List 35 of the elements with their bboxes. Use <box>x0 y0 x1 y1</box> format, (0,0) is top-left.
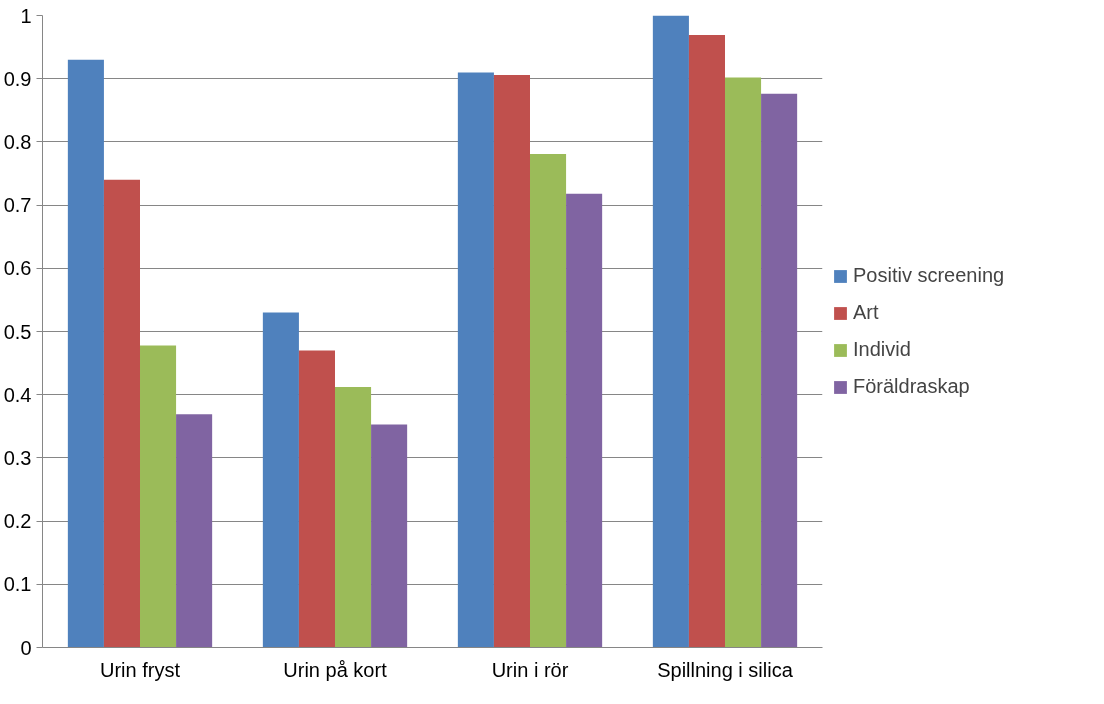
bar <box>67 59 104 648</box>
bar <box>371 424 408 648</box>
y-tick-label: 0.7 <box>3 194 32 217</box>
x-tick-label: Spillning i silica <box>657 658 794 681</box>
bar <box>725 77 762 648</box>
bar <box>688 35 725 648</box>
legend-label: Positiv screening <box>853 264 1005 287</box>
y-tick-label: 0.1 <box>3 573 32 596</box>
legend-label: Föräldraskap <box>853 375 970 398</box>
bar <box>761 93 798 648</box>
y-tick-label: 0.3 <box>3 446 32 469</box>
bar <box>457 72 494 648</box>
y-tick-label: 0.8 <box>3 130 32 153</box>
y-tick-label: 0.2 <box>3 510 32 533</box>
bar <box>176 414 213 648</box>
y-tick-label: 0.5 <box>3 320 32 343</box>
bar <box>652 15 689 648</box>
bar <box>493 74 530 648</box>
bar <box>530 153 567 648</box>
y-tick-label: 0.9 <box>3 67 32 90</box>
x-tick-label: Urin fryst <box>100 658 181 681</box>
y-tick-label: 0.6 <box>3 257 32 280</box>
bar <box>298 350 335 648</box>
y-tick-label: 0.4 <box>3 383 32 406</box>
legend-label: Individ <box>853 338 911 361</box>
bar <box>103 179 140 648</box>
bar <box>140 345 177 648</box>
y-tick-label: 0 <box>20 636 32 659</box>
bar <box>262 312 299 648</box>
x-tick-label: Urin på kort <box>283 658 388 681</box>
x-tick-label: Urin i rör <box>491 658 569 681</box>
legend-label: Art <box>853 301 879 324</box>
y-tick-label: 1 <box>20 4 32 27</box>
bar <box>335 387 372 648</box>
bar <box>566 193 603 648</box>
